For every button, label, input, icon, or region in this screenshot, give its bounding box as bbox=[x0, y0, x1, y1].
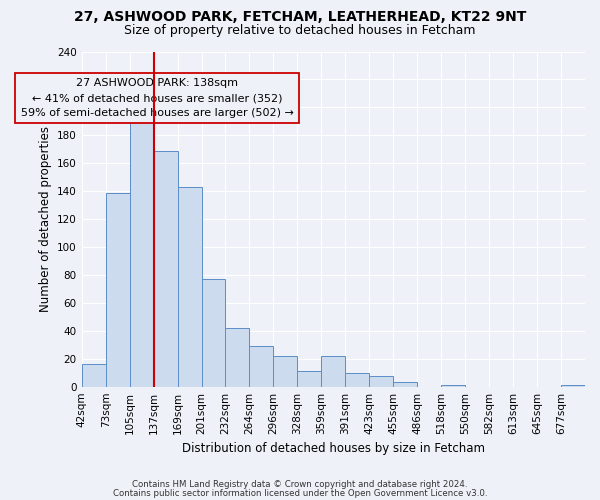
Bar bbox=[130, 110, 154, 386]
Bar bbox=[106, 192, 130, 386]
Bar bbox=[250, 346, 274, 387]
Text: Contains public sector information licensed under the Open Government Licence v3: Contains public sector information licen… bbox=[113, 488, 487, 498]
Text: 27, ASHWOOD PARK, FETCHAM, LEATHERHEAD, KT22 9NT: 27, ASHWOOD PARK, FETCHAM, LEATHERHEAD, … bbox=[74, 10, 526, 24]
Y-axis label: Number of detached properties: Number of detached properties bbox=[38, 126, 52, 312]
Bar bbox=[393, 382, 417, 386]
Bar bbox=[154, 150, 178, 386]
Bar bbox=[274, 356, 298, 386]
Bar bbox=[298, 372, 322, 386]
Text: 27 ASHWOOD PARK: 138sqm
← 41% of detached houses are smaller (352)
59% of semi-d: 27 ASHWOOD PARK: 138sqm ← 41% of detache… bbox=[21, 78, 293, 118]
Bar bbox=[369, 376, 393, 386]
Text: Contains HM Land Registry data © Crown copyright and database right 2024.: Contains HM Land Registry data © Crown c… bbox=[132, 480, 468, 489]
Bar bbox=[82, 364, 106, 386]
Bar bbox=[346, 372, 369, 386]
Bar bbox=[226, 328, 250, 386]
Text: Size of property relative to detached houses in Fetcham: Size of property relative to detached ho… bbox=[124, 24, 476, 37]
Bar bbox=[322, 356, 346, 386]
Bar bbox=[202, 279, 226, 386]
X-axis label: Distribution of detached houses by size in Fetcham: Distribution of detached houses by size … bbox=[182, 442, 485, 455]
Bar bbox=[178, 187, 202, 386]
